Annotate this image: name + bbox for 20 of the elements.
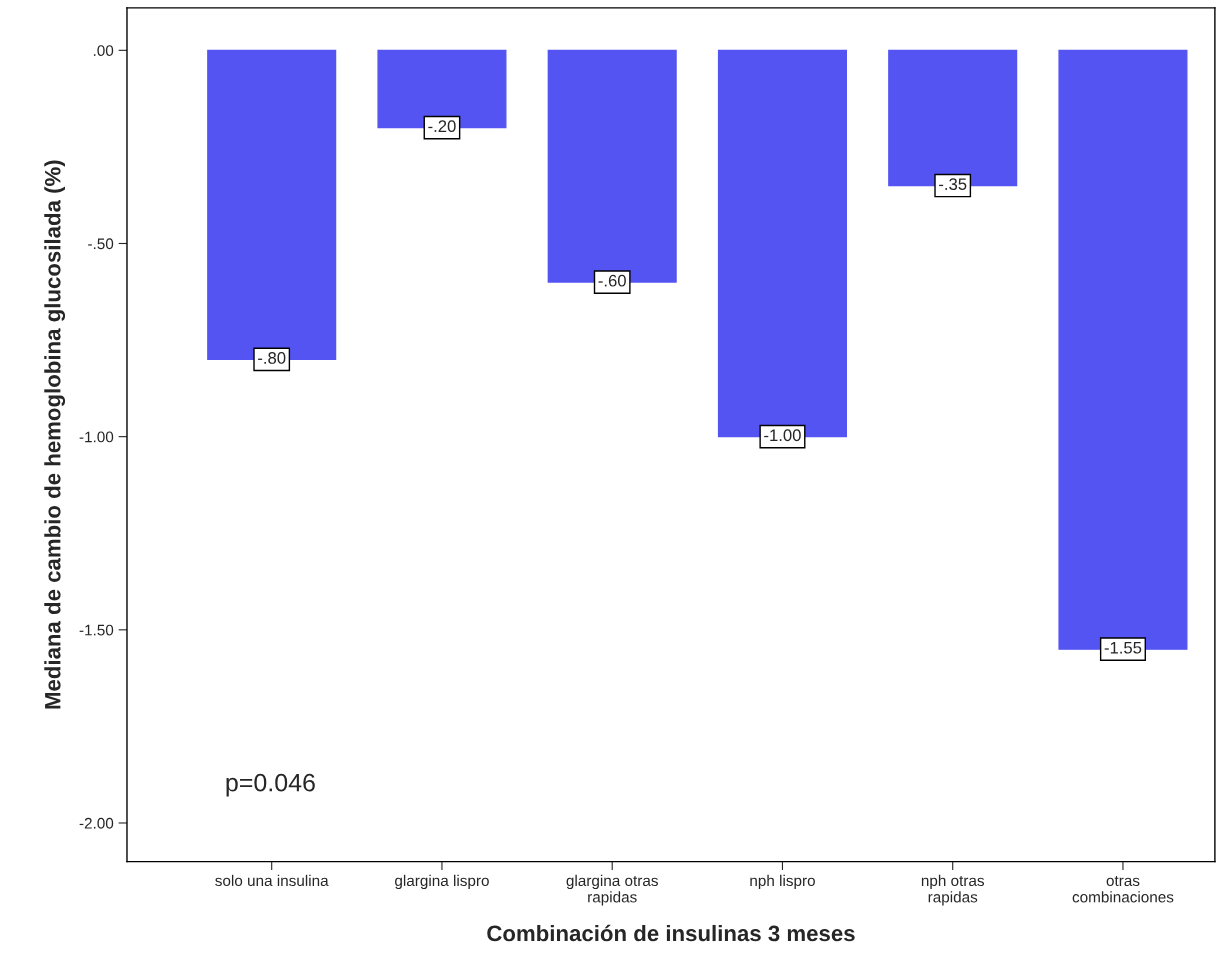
x-axis-title: Combinación de insulinas 3 meses xyxy=(487,924,855,942)
data-label: -.80 xyxy=(258,352,286,364)
y-tick-label: -2.00 xyxy=(79,817,114,829)
y-tick-label: -1.00 xyxy=(79,431,114,443)
data-label: -.20 xyxy=(428,120,456,133)
data-label: -.35 xyxy=(939,178,967,191)
y-axis-title: Mediana de cambio de hemoglobina glucosilada (%) xyxy=(44,160,66,709)
data-label: -1.55 xyxy=(1104,641,1142,654)
x-tick-label: nph otras rapidas xyxy=(921,874,985,906)
y-tick-label: -1.50 xyxy=(79,624,114,636)
y-tick-label: .00 xyxy=(93,45,114,57)
annotation: p=0.046 xyxy=(226,773,315,797)
x-tick-label: otras combinaciones xyxy=(1072,876,1174,903)
x-tick-label: solo una insulina xyxy=(215,874,329,887)
data-label: -1.00 xyxy=(764,429,801,442)
x-tick-label: nph lispro xyxy=(750,874,815,890)
data-label: -.60 xyxy=(598,274,626,287)
y-tick-label: -.50 xyxy=(88,238,114,250)
x-tick-label: glargina otras rapidas xyxy=(566,874,658,906)
x-tick-label: glargina lispro xyxy=(395,874,489,890)
